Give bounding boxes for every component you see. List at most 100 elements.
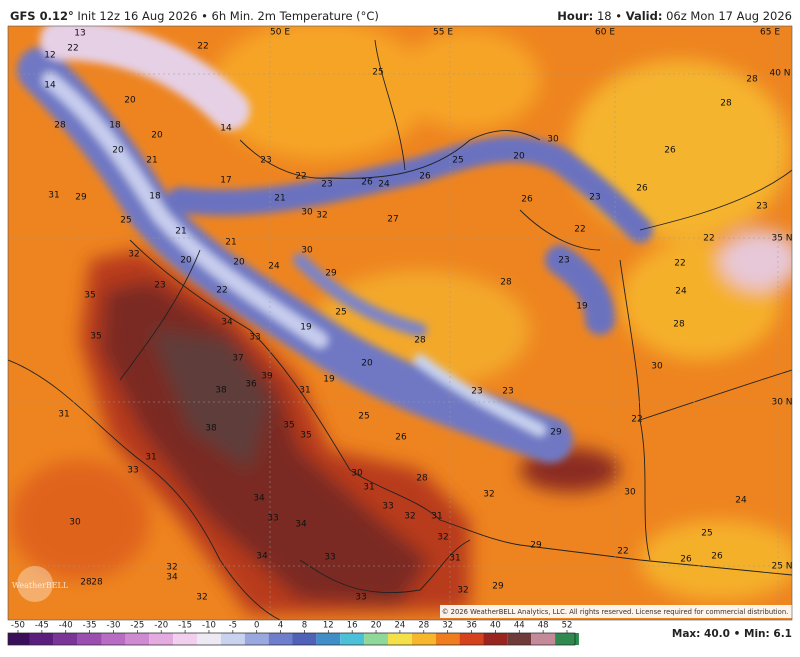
separator: • xyxy=(615,9,622,23)
temperature-label: 23 xyxy=(471,387,482,397)
temperature-label: 32 xyxy=(457,586,468,596)
temperature-label: 26 xyxy=(361,178,373,188)
temperature-label: 21 xyxy=(274,194,285,204)
temperature-label: 31 xyxy=(363,483,374,493)
temperature-label: 31 xyxy=(299,386,310,396)
colorbar-swatch xyxy=(149,633,174,645)
colorbar-swatch xyxy=(220,633,245,645)
header-right: Hour: 18 • Valid: 06z Mon 17 Aug 2026 xyxy=(557,9,792,23)
colorbar-tick-label: 44 xyxy=(514,621,525,631)
temperature-label: 25 xyxy=(120,216,131,226)
colorbar-tick-label: -20 xyxy=(154,621,168,631)
temperature-label: 32 xyxy=(316,211,327,221)
temperature-label: 23 xyxy=(502,387,513,397)
temperature-label: 13 xyxy=(74,29,85,39)
temperature-label: 22 xyxy=(197,42,208,52)
colorbar-swatch xyxy=(292,633,317,645)
temperature-label: 23 xyxy=(589,193,600,203)
temperature-label: 20 xyxy=(151,131,163,141)
min: 6.1 xyxy=(773,628,792,640)
temperature-label: 22 xyxy=(703,234,714,244)
colorbar-tick-label: 40 xyxy=(490,621,501,631)
temperature-label: 28 xyxy=(80,578,92,588)
temperature-label: 14 xyxy=(44,81,56,91)
temperature-label: 26 xyxy=(711,552,723,562)
temperature-label: 26 xyxy=(419,172,431,182)
colorbar-tick-label: -5 xyxy=(229,621,237,631)
temperature-label: 29 xyxy=(530,541,542,551)
colorbar-swatch xyxy=(101,633,126,645)
temperature-label: 32 xyxy=(166,563,177,573)
colorbar-tick-label: -30 xyxy=(107,621,121,631)
temperature-label: 25 xyxy=(358,412,369,422)
colorbar-tick-label: 52 xyxy=(562,621,573,631)
grid-label: 40 N xyxy=(769,69,790,79)
temperature-label: 24 xyxy=(675,287,687,297)
temperature-label: 28 xyxy=(720,99,732,109)
colorbar-tick-label: 16 xyxy=(347,621,358,631)
temperature-label: 26 xyxy=(521,195,533,205)
colorbar-swatch xyxy=(435,633,460,645)
valid-label: Valid: xyxy=(626,9,663,23)
temperature-label: 32 xyxy=(437,533,448,543)
colorbar-tick-label: 8 xyxy=(302,621,307,631)
colorbar-frame xyxy=(7,632,576,646)
temperature-label: 12 xyxy=(44,51,55,61)
colorbar-tick-label: -10 xyxy=(202,621,216,631)
temperature-label: 34 xyxy=(253,494,265,504)
temperature-field: 50 E 55 E 60 E 65 E 40 N 35 N 30 N 25 N 12 13 14 22… xyxy=(8,26,792,620)
temperature-label: 39 xyxy=(261,372,273,382)
temperature-label: 33 xyxy=(267,514,278,524)
temperature-label: 23 xyxy=(154,281,165,291)
temperature-label: 25 xyxy=(335,308,346,318)
temperature-label: 23 xyxy=(321,180,332,190)
temperature-label: 20 xyxy=(124,96,136,106)
colorbar-tick-label: 32 xyxy=(442,621,453,631)
temperature-label: 32 xyxy=(404,512,415,522)
temperature-label: 28 xyxy=(673,320,685,330)
init: Init 12z 16 Aug 2026 xyxy=(77,9,197,23)
temperature-label: 32 xyxy=(483,490,494,500)
colorbar-swatch xyxy=(316,633,341,645)
logo-mark xyxy=(17,566,53,602)
temperature-label: 17 xyxy=(220,176,231,186)
colorbar-tick-label: -40 xyxy=(59,621,73,631)
temperature-label: 28 xyxy=(414,336,426,346)
temperature-label: 22 xyxy=(67,44,78,54)
temperature-label: 23 xyxy=(260,156,271,166)
temperature-label: 28 xyxy=(91,578,103,588)
grid-label: 65 E xyxy=(760,28,780,38)
colorbar-tick-label: -45 xyxy=(35,621,49,631)
temperature-label: 30 xyxy=(301,246,313,256)
colorbar-tick-label: -50 xyxy=(11,621,25,631)
temperature-label: 33 xyxy=(127,466,138,476)
temperature-label: 20 xyxy=(361,359,373,369)
temperature-label: 29 xyxy=(492,582,504,592)
colorbar-swatch xyxy=(197,633,221,645)
hour-label: Hour: xyxy=(557,9,593,23)
map-frame xyxy=(7,25,793,621)
temperature-label: 22 xyxy=(216,286,227,296)
colorbar-tick-label: 28 xyxy=(418,621,429,631)
temperature-label: 26 xyxy=(395,433,407,443)
separator: • xyxy=(201,9,208,23)
temperature-label: 33 xyxy=(355,593,366,603)
temperature-label: 14 xyxy=(220,124,232,134)
max: 40.0 xyxy=(704,628,730,640)
colorbar-swatch xyxy=(507,633,532,645)
colorbar-swatch xyxy=(244,633,269,645)
temperature-label: 19 xyxy=(300,323,312,333)
borders xyxy=(8,39,792,620)
separator: • xyxy=(734,628,741,640)
temperature-label: 19 xyxy=(323,375,335,385)
temperature-label: 34 xyxy=(295,520,307,530)
grid-label: 25 N xyxy=(771,562,792,572)
temperature-label: 22 xyxy=(574,225,585,235)
temperature-label: 31 xyxy=(145,453,156,463)
temperature-label: 24 xyxy=(378,180,390,190)
temperature-label: 28 xyxy=(746,75,758,85)
temperature-label: 32 xyxy=(196,593,207,603)
temperature-label: 25 xyxy=(372,68,383,78)
temperature-label: 20 xyxy=(233,258,245,268)
